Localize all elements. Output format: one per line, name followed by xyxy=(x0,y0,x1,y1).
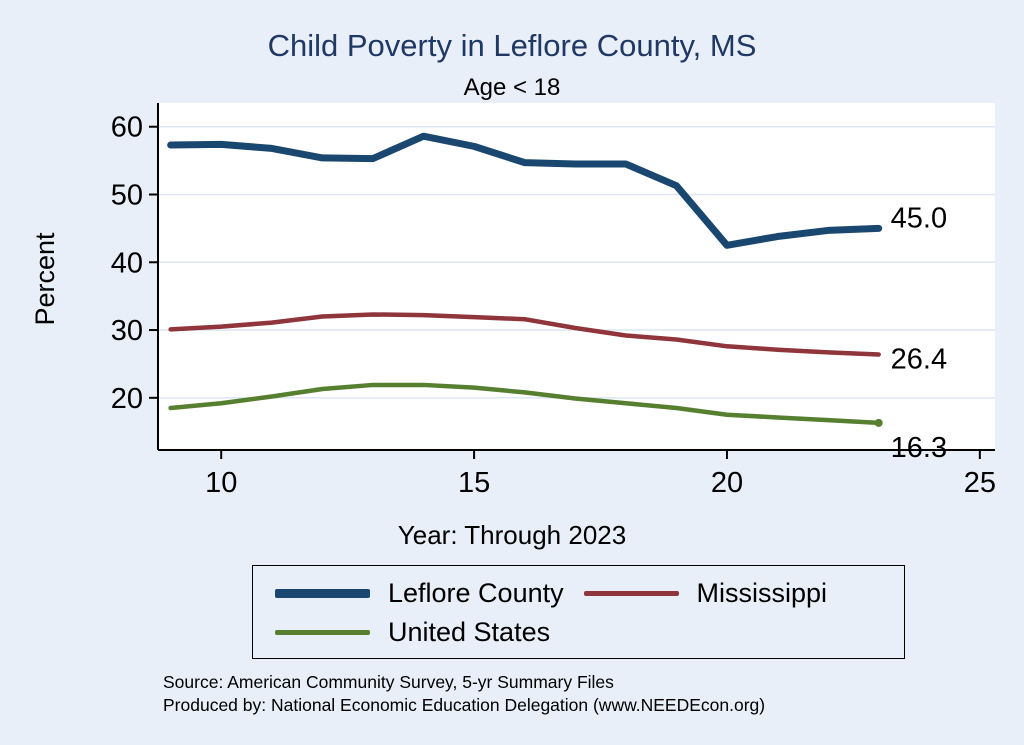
legend-label-mississippi: Mississippi xyxy=(696,578,828,608)
chart-subtitle: Age < 18 xyxy=(463,74,561,101)
source-line: Source: American Community Survey, 5-yr … xyxy=(163,672,614,692)
legend-swatch-leflore-county xyxy=(275,589,370,598)
series-end-label-2: 16.3 xyxy=(891,432,947,464)
source-attribution: Source: American Community Survey, 5-yr … xyxy=(163,671,765,717)
legend-entry-united-states: United States xyxy=(275,617,574,648)
y-tick-label: 20 xyxy=(111,383,143,415)
x-axis-label: Year: Through 2023 xyxy=(397,520,627,550)
y-tick-label: 50 xyxy=(111,179,143,211)
series-line-2 xyxy=(168,382,881,426)
x-tick-label: 10 xyxy=(205,467,237,499)
y-tick-label: 40 xyxy=(111,247,143,279)
y-tick-label: 30 xyxy=(111,315,143,347)
y-tick-label: 60 xyxy=(111,112,143,144)
series-end-marker-2 xyxy=(874,418,883,427)
series-end-label-0: 45.0 xyxy=(891,202,947,234)
y-axis-label: Percent xyxy=(30,232,60,326)
legend: Leflore County Mississippi United States xyxy=(252,565,905,659)
legend-label-leflore-county: Leflore County xyxy=(388,578,564,608)
series-end-label-1: 26.4 xyxy=(891,343,947,375)
legend-label-united-states: United States xyxy=(388,617,551,647)
produced-by-line: Produced by: National Economic Education… xyxy=(163,694,766,715)
legend-swatch-united-states xyxy=(275,629,370,636)
chart-canvas: 20 30 40 50 60 10 15 20 25 45.0 26.4 16.3 xyxy=(111,103,996,499)
x-tick-label: 25 xyxy=(964,467,996,499)
x-tick-label: 20 xyxy=(711,467,743,499)
chart-title: Child Poverty in Leflore County, MS xyxy=(267,28,757,63)
series-line-1 xyxy=(168,312,881,357)
legend-swatch-mississippi xyxy=(583,590,679,597)
legend-entry-leflore-county: Leflore County xyxy=(275,578,574,609)
legend-entry-mississippi: Mississippi xyxy=(583,578,883,609)
x-tick-label: 15 xyxy=(458,467,490,499)
series-line-0 xyxy=(167,132,883,249)
